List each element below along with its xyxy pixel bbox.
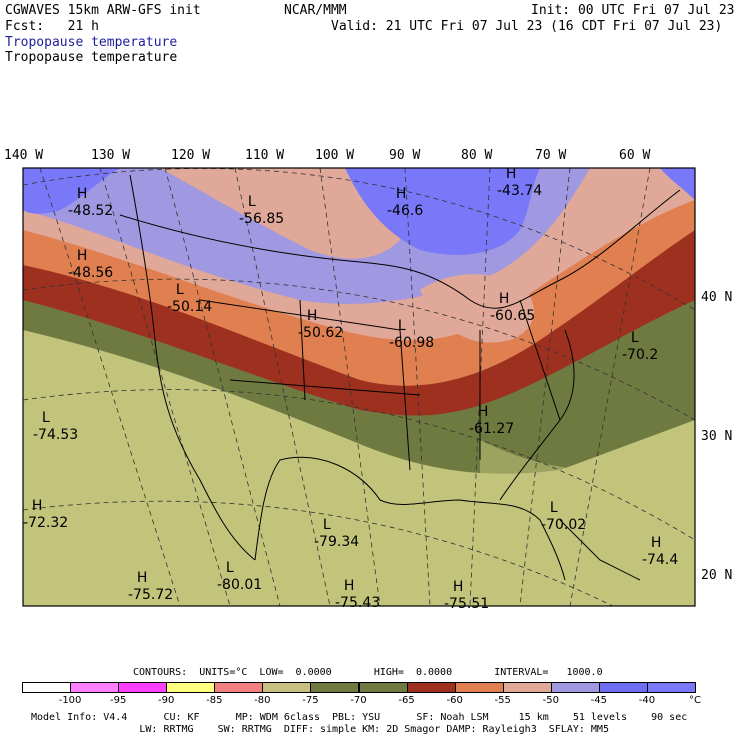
- lon-label: 100 W: [315, 148, 355, 163]
- lat-label: 40 N: [701, 290, 733, 305]
- init-time: Init: 00 UTC Fri 07 Jul 23: [531, 3, 735, 18]
- colorbar-swatch: [262, 682, 312, 693]
- lon-label: 70 W: [535, 148, 567, 163]
- high-marker: H -75.72: [128, 570, 174, 603]
- colorbar-label: -70: [350, 695, 367, 706]
- colorbar-label: -90: [158, 695, 175, 706]
- low-marker: L -79.34: [314, 517, 360, 550]
- high-marker: H -50.62: [298, 308, 344, 341]
- lon-label: 120 W: [171, 148, 211, 163]
- high-marker: H -48.56: [68, 248, 114, 281]
- colorbar-swatch: [70, 682, 120, 693]
- high-marker: H -75.51: [444, 579, 490, 612]
- colorbar-label: -40: [638, 695, 656, 706]
- model-title: CGWAVES 15km ARW-GFS init: [5, 3, 201, 18]
- colorbar-label: -50: [542, 695, 559, 706]
- forecast-hour: Fcst: 21 h: [5, 19, 99, 34]
- lat-label: 30 N: [701, 429, 733, 444]
- high-marker: H -46.6: [387, 186, 424, 219]
- high-marker: H -72.32: [23, 498, 69, 531]
- lon-label: 60 W: [619, 148, 651, 163]
- colorbar-swatch: [598, 682, 648, 693]
- low-marker: L -50.14: [167, 282, 213, 315]
- lon-label: 140 W: [4, 148, 44, 163]
- lon-label: 110 W: [245, 148, 285, 163]
- low-marker: L -56.85: [239, 194, 285, 227]
- lon-label: 80 W: [461, 148, 493, 163]
- low-marker: L -80.01: [217, 560, 263, 593]
- valid-time: Valid: 21 UTC Fri 07 Jul 23 (16 CDT Fri …: [331, 19, 723, 34]
- high-marker: H -74.4: [642, 535, 679, 568]
- colorbar-label: -75: [302, 695, 319, 706]
- contours-info: CONTOURS: UNITS=°C LOW= 0.0000 HIGH= 0.0…: [133, 667, 603, 678]
- low-marker: L -60.98: [389, 318, 435, 351]
- low-marker: L -70.02: [541, 500, 587, 533]
- high-marker: H -48.52: [68, 186, 114, 219]
- low-marker: L -74.53: [33, 410, 79, 443]
- colorbar-label: -85: [206, 695, 223, 706]
- colorbar-swatch: [646, 682, 696, 693]
- high-marker: H -60.65: [490, 291, 536, 324]
- colorbar-swatch: [406, 682, 456, 693]
- temperature-field: [23, 168, 695, 606]
- colorbar-swatch: [310, 682, 360, 693]
- lat-label: 20 N: [701, 568, 733, 583]
- lon-label: 90 W: [389, 148, 421, 163]
- colorbar-swatch: [358, 682, 408, 693]
- model-info-line1: Model Info: V4.4 CU: KF MP: WDM 6class P…: [31, 712, 688, 723]
- colorbar-swatch: [118, 682, 168, 693]
- high-marker: H -61.27: [469, 404, 515, 437]
- model-info-line2: LW: RRTMG SW: RRTMG DIFF: simple KM: 2D …: [31, 724, 609, 735]
- field-name-shaded: Tropopause temperature: [5, 35, 178, 50]
- boundaries: [119, 174, 681, 581]
- colorbar-swatch: [502, 682, 552, 693]
- lon-label: 130 W: [91, 148, 131, 163]
- colorbar-label: -60: [446, 695, 463, 706]
- graticule: [23, 168, 695, 606]
- colorbar-label: -95: [109, 695, 127, 706]
- colorbar-swatch: [166, 682, 216, 693]
- high-marker: H -43.74: [497, 166, 543, 199]
- colorbar-swatch: [214, 682, 264, 693]
- colorbar-label: °C: [689, 695, 701, 706]
- high-marker: H -75.43: [335, 578, 381, 611]
- colorbar-label: -45: [590, 695, 608, 706]
- colorbar-label: -65: [398, 695, 415, 706]
- center-name: NCAR/MMM: [284, 3, 347, 18]
- colorbar-swatch: [550, 682, 600, 693]
- colorbar-label: -80: [254, 695, 271, 706]
- low-marker: L -70.2: [622, 330, 659, 363]
- colorbar-swatch: [22, 682, 72, 693]
- field-name-contour: Tropopause temperature: [5, 50, 178, 65]
- colorbar-label: -100: [58, 695, 82, 706]
- colorbar-swatch: [454, 682, 504, 693]
- colorbar-label: -55: [494, 695, 511, 706]
